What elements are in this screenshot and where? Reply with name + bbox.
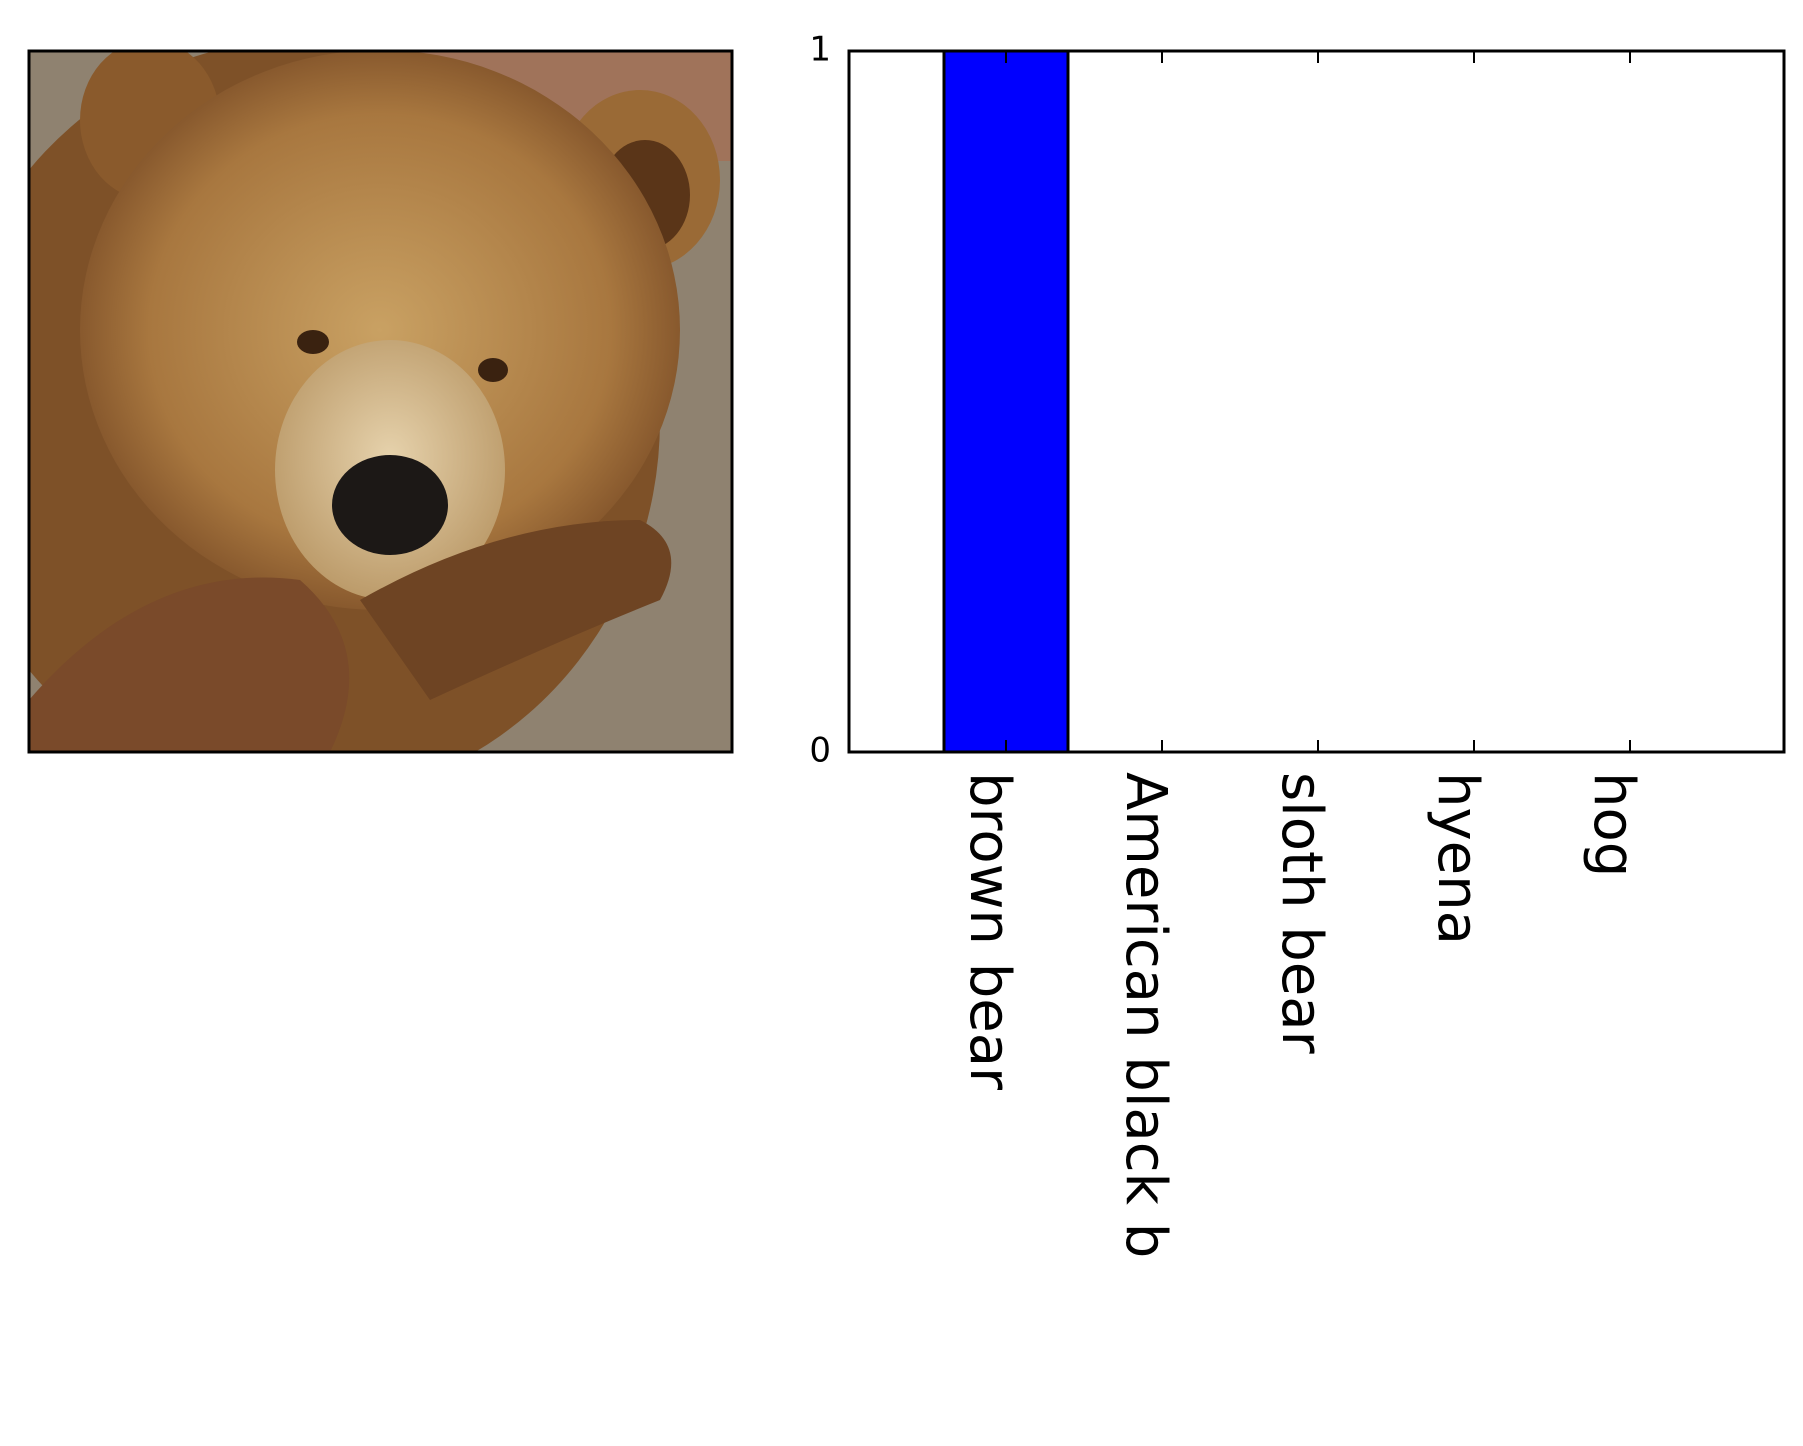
bear-photo (27, 49, 734, 754)
category-label-1: American black b (1113, 772, 1178, 1258)
category-label-2: sloth bear (1269, 772, 1334, 1055)
bear-paw (360, 520, 672, 700)
bear-left-eye (297, 330, 329, 354)
bear-nose (332, 455, 448, 555)
bar-0 (942, 49, 1070, 754)
category-label-3: hyena (1425, 772, 1490, 945)
category-label-4: hog (1581, 772, 1646, 877)
bear-arm (29, 577, 350, 752)
category-label-0: brown bear (957, 772, 1022, 1091)
y-tick-label-0: 0 (809, 731, 831, 771)
plot-frame (847, 49, 1786, 754)
x-ticks (1005, 51, 1631, 752)
bear-head (80, 51, 680, 610)
bar-chart: 01 brown bear American black b sloth bear h… (809, 30, 1786, 1258)
category-labels: brown bear American black b sloth bear hyen… (957, 772, 1646, 1258)
y-tick-labels: 01 (809, 30, 831, 771)
bear-right-eye (478, 358, 508, 382)
bars (942, 49, 1070, 754)
y-tick-label-1: 1 (809, 30, 831, 70)
photo-frame (27, 49, 734, 754)
